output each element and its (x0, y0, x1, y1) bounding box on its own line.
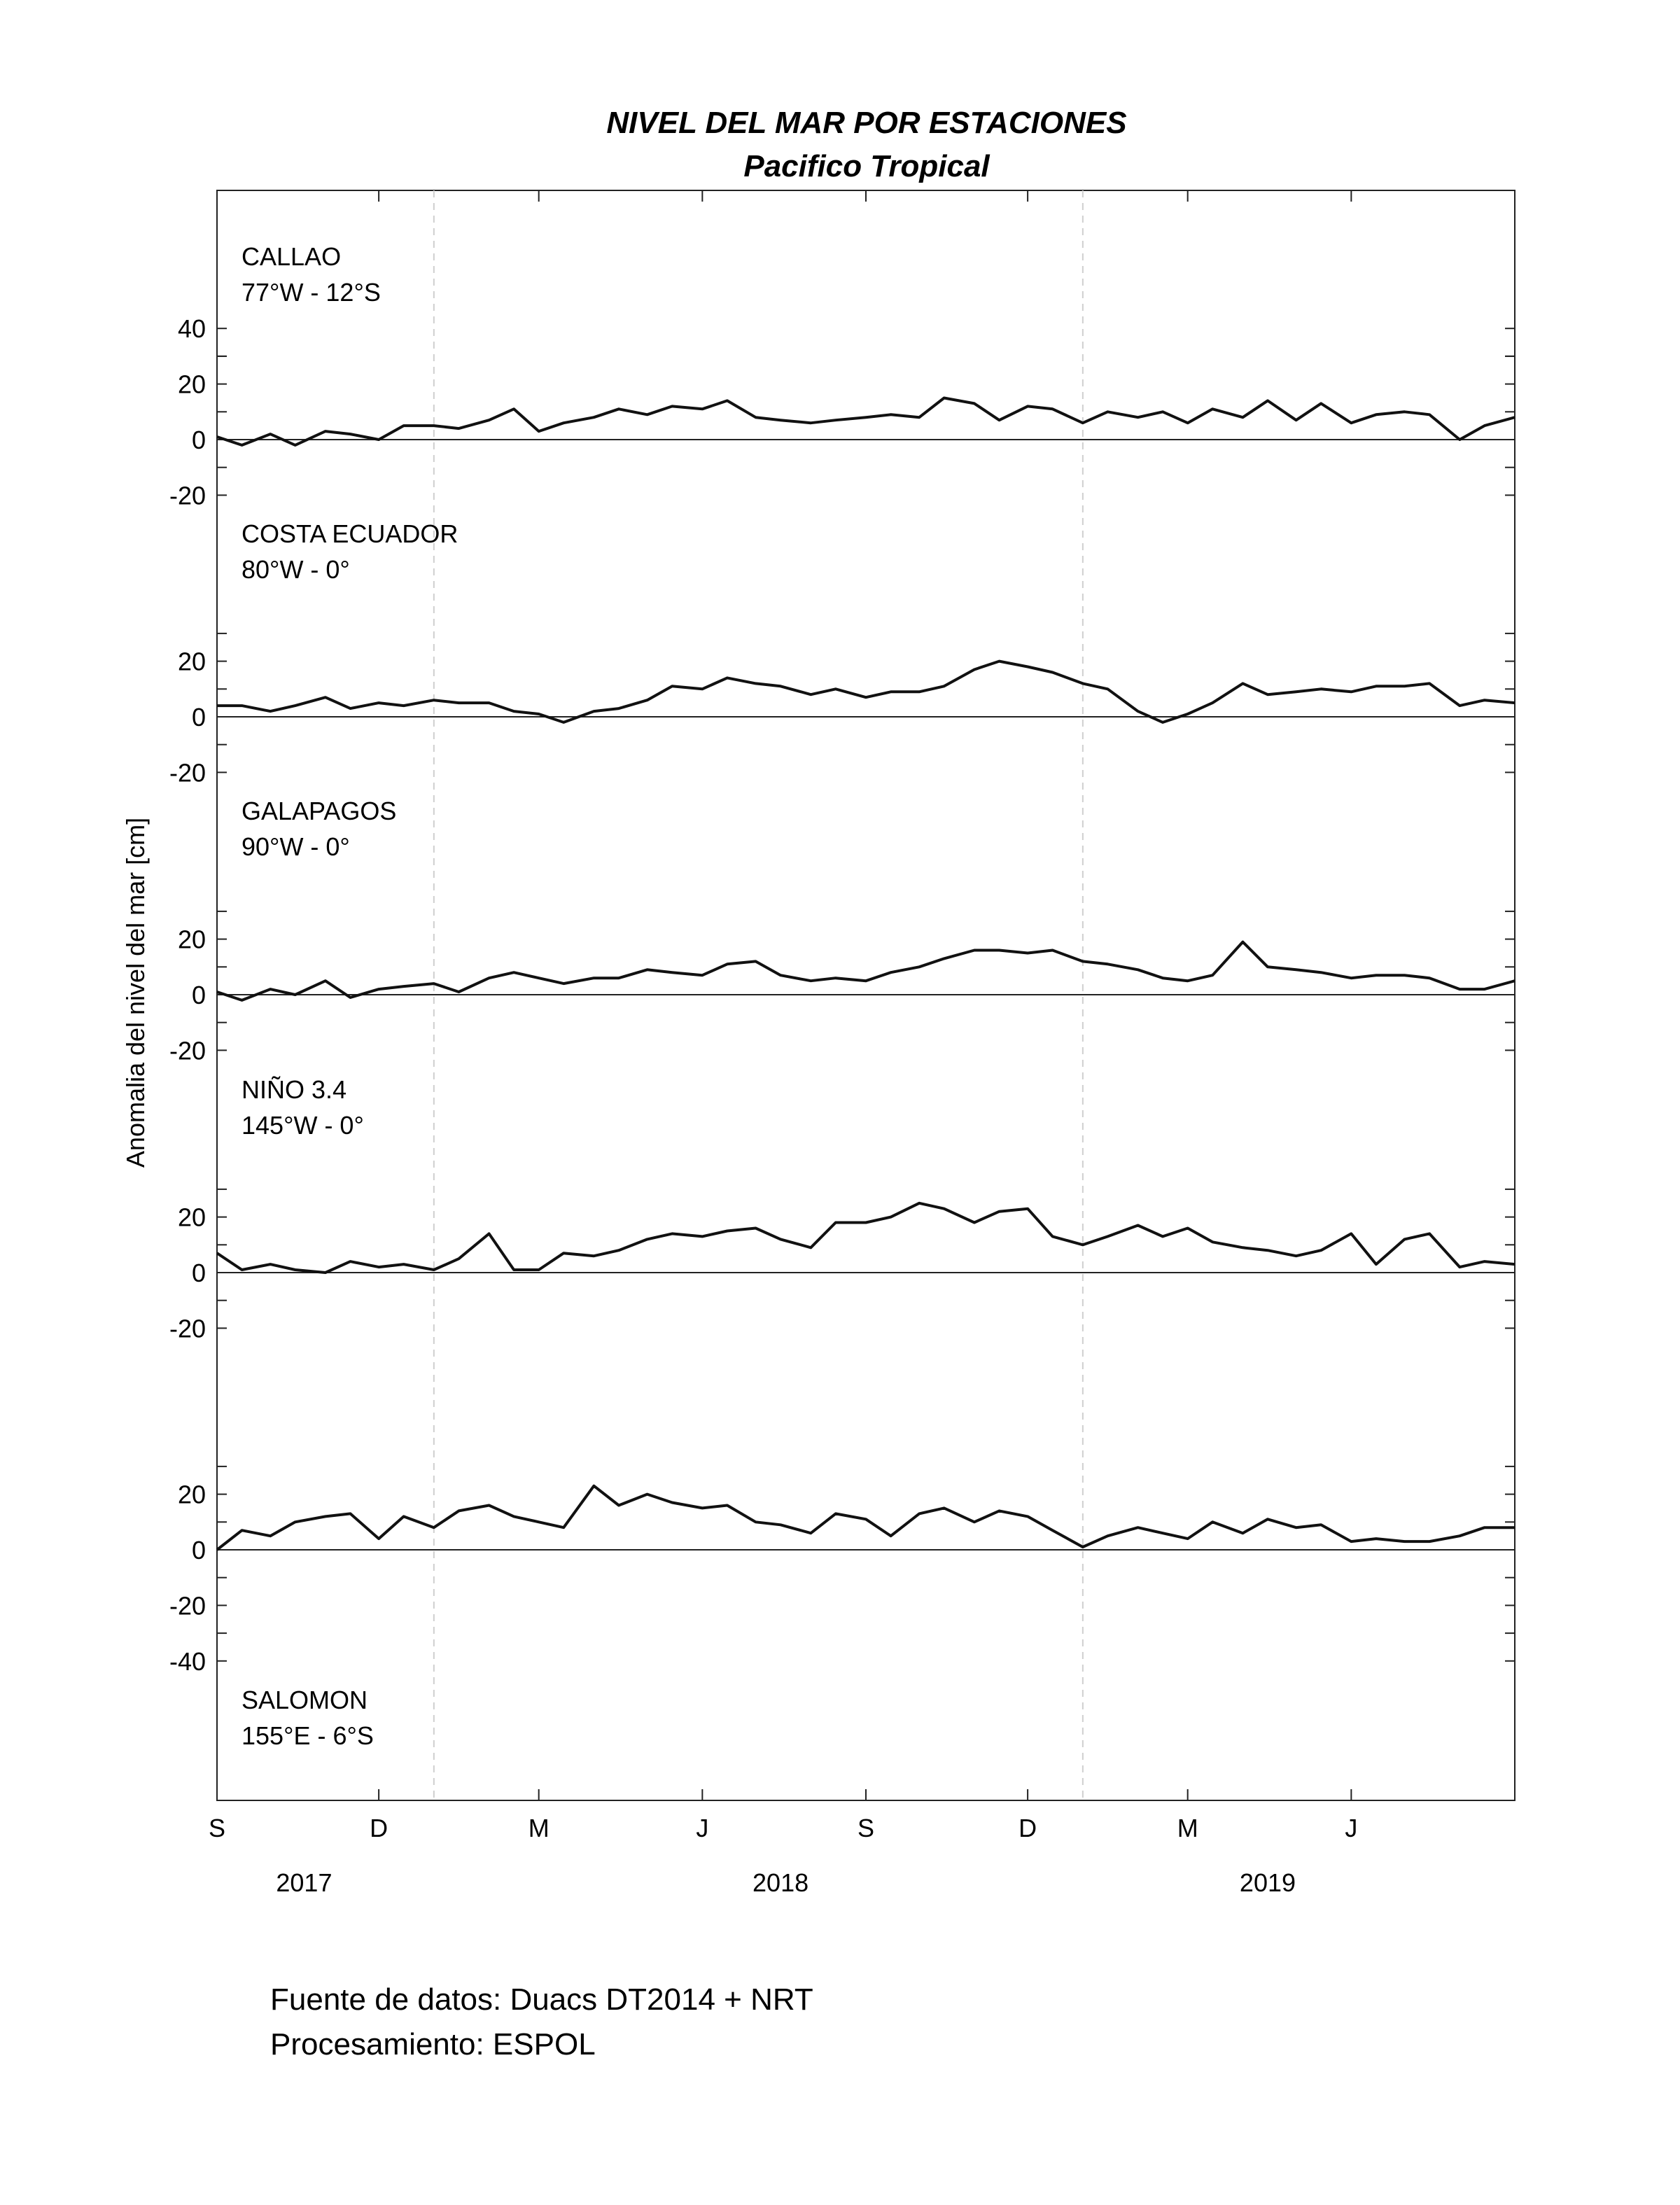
station-name-label: GALAPAGOS (241, 797, 396, 825)
series-line-salomon (216, 1484, 1515, 1551)
y-tick-label: 20 (178, 1203, 206, 1232)
station-coords-label: 80°W - 0° (241, 555, 350, 584)
y-tick-label: -20 (169, 1036, 206, 1065)
chart-title: NIVEL DEL MAR POR ESTACIONES (606, 106, 1126, 140)
series-line-costa-ecuador (217, 659, 1516, 724)
x-tick-label-3: J (696, 1814, 708, 1842)
y-tick-label: 20 (178, 1480, 206, 1509)
y-tick-label: 0 (192, 703, 206, 732)
station-coords-label: 90°W - 0° (241, 832, 350, 861)
y-tick-label: 20 (178, 925, 206, 954)
series-line-ni-o-3-4 (216, 1201, 1516, 1274)
y-tick-label: 20 (178, 370, 206, 399)
plot-area: 40 20 0 -20 20 0 -20 20 0 -20 20 0 -20 20 0 -20 -40 S D M J S… (169, 190, 1516, 1897)
y-axis-label: Anomalia del nivel del mar [cm] (121, 818, 150, 1168)
x-tick-label-0: S (209, 1814, 225, 1842)
station-coords-label: 77°W - 12°S (241, 278, 381, 307)
x-tick-label-2: M (528, 1814, 550, 1842)
y-tick-label: -40 (169, 1647, 206, 1676)
station-name-label: NIÑO 3.4 (241, 1075, 346, 1104)
y-tick-label: -20 (169, 481, 206, 510)
y-tick-label: 20 (178, 648, 206, 676)
year-label-2017: 2017 (276, 1868, 332, 1897)
station-name-label: CALLAO (241, 242, 341, 271)
y-tick-label: 0 (192, 1536, 206, 1564)
x-tick-label-6: M (1177, 1814, 1198, 1842)
y-tick-label: 40 (178, 314, 206, 343)
year-label-2019: 2019 (1240, 1868, 1296, 1897)
station-coords-label: 145°W - 0° (241, 1111, 364, 1140)
station-name-label: SALOMON (241, 1686, 368, 1714)
x-tick-label-7: J (1345, 1814, 1357, 1842)
y-tick-label: -20 (169, 758, 206, 787)
y-tick-label: 0 (192, 426, 206, 454)
footer-source: Fuente de datos: Duacs DT2014 + NRT (270, 1982, 813, 2017)
station-name-label: COSTA ECUADOR (241, 519, 458, 548)
y-tick-label: 0 (192, 981, 206, 1009)
series-line-callao (216, 396, 1516, 447)
footer-processing: Procesamiento: ESPOL (270, 2027, 596, 2062)
station-coords-label: 155°E - 6°S (241, 1721, 374, 1750)
series-line-galapagos (216, 940, 1516, 1002)
x-tick-label-4: S (858, 1814, 874, 1842)
year-label-2018: 2018 (752, 1868, 808, 1897)
x-tick-label-5: D (1018, 1814, 1037, 1842)
y-tick-label: 0 (192, 1259, 206, 1287)
x-tick-label-1: D (370, 1814, 388, 1842)
chart-subtitle: Pacifico Tropical (743, 149, 990, 183)
y-tick-label: -20 (169, 1591, 206, 1620)
y-tick-label: -20 (169, 1314, 206, 1343)
